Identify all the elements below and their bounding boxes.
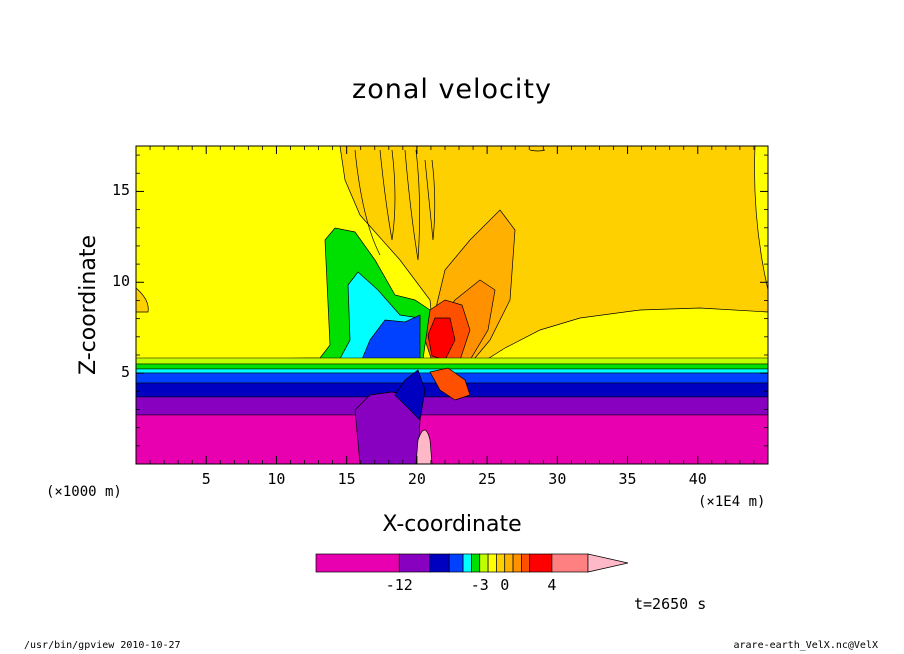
y-tick-label: 5 — [120, 363, 130, 382]
contour-finger-5 — [529, 149, 546, 152]
x-axis-label: X-coordinate — [382, 512, 522, 537]
contour-finger-1 — [379, 149, 396, 241]
colorbar-tick-label: -12 — [385, 576, 413, 594]
y-ticks — [136, 154, 768, 447]
x-tick-label: 35 — [618, 470, 637, 488]
x-tick-label: 40 — [688, 470, 707, 488]
colorbar-bin — [487, 553, 497, 573]
x-tick-label: 20 — [407, 470, 426, 488]
contour-field — [136, 146, 768, 464]
contour-finger-3 — [424, 159, 436, 241]
colorbar-extend-arrow — [587, 553, 629, 573]
colorbar-bin — [512, 553, 522, 573]
colorbar-bin — [462, 553, 472, 573]
y-tick-label: 10 — [111, 272, 130, 291]
chart-title: zonal velocity — [352, 74, 552, 105]
colorbar-bin — [521, 553, 531, 573]
colorbar-bin — [471, 553, 481, 573]
band-magenta — [136, 414, 768, 464]
footer-right: arare-earth_VelX.nc@VelX — [733, 640, 879, 651]
x-tick-label: 25 — [478, 470, 497, 488]
x-tick-label: 30 — [548, 470, 567, 488]
band-green — [136, 363, 768, 370]
colorbar-tick-label: -3 — [470, 576, 489, 594]
x-tick-label: 5 — [201, 470, 211, 488]
time-annotation: t=2650 s — [634, 595, 707, 613]
x-tick-label: 15 — [337, 470, 356, 488]
y-tick-label: 15 — [111, 181, 130, 200]
colorbar — [315, 553, 629, 573]
colorbar-bin — [529, 553, 553, 573]
colorbar-bin — [398, 553, 431, 573]
band-lime — [136, 357, 768, 365]
colorbar-bin — [448, 553, 464, 573]
contour-finger-4 — [354, 149, 381, 256]
y-axis-label: Z-coordinate — [76, 235, 101, 375]
colorbar-tick-label: 0 — [500, 576, 510, 594]
x-ticks — [149, 146, 755, 464]
region-left-bump — [136, 287, 149, 313]
band-purple — [136, 396, 768, 416]
colorbar-bin — [315, 553, 400, 573]
contour-finger-2 — [404, 149, 420, 261]
colorbar-bin — [496, 553, 506, 573]
x-tick-label: 10 — [267, 470, 286, 488]
colorbar-bin — [504, 553, 514, 573]
colorbar-bin — [429, 553, 450, 573]
region-red-center — [427, 317, 456, 361]
region-navy-plume — [394, 369, 426, 421]
region-pink-ridge — [415, 429, 433, 464]
footer-left: /usr/bin/gpview 2010-10-27 — [24, 640, 181, 651]
colorbar-bin — [479, 553, 489, 573]
x-unit-right: (×1E4 m) — [698, 494, 766, 510]
colorbar-tick-label: 4 — [547, 576, 557, 594]
region-red-crest — [429, 367, 471, 401]
colorbar-bin — [551, 553, 589, 573]
x-unit-left: (×1000 m) — [46, 484, 122, 500]
plot-frame — [135, 145, 769, 465]
